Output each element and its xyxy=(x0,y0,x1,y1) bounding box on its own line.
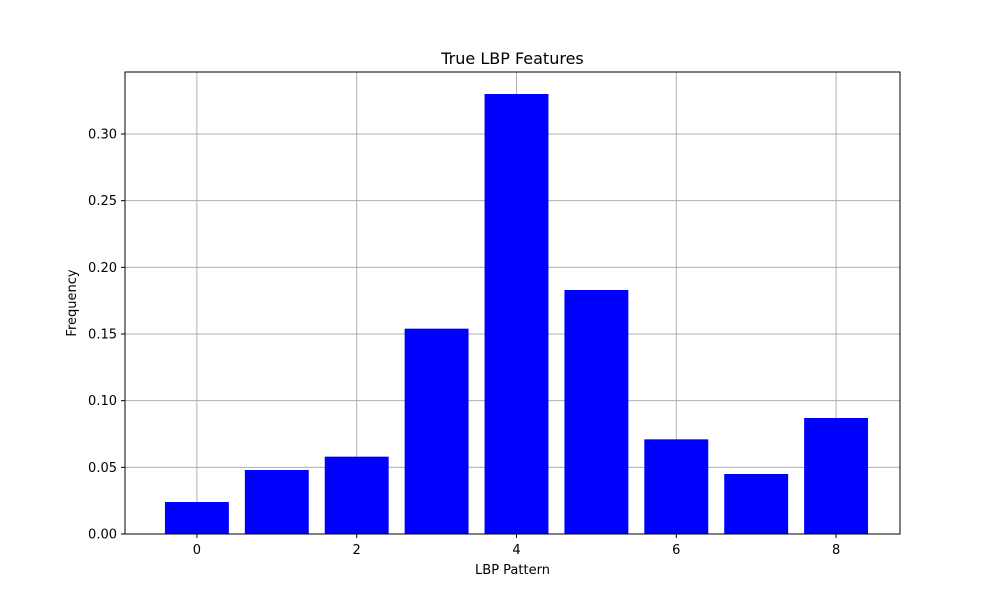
y-tick-label-0.10: 0.10 xyxy=(88,394,117,409)
bar-pattern-2 xyxy=(324,456,389,534)
y-tick-label-0.05: 0.05 xyxy=(88,461,117,476)
x-tick-label-0: 0 xyxy=(193,543,201,558)
y-axis-ticks: 0.00 0.05 0.10 0.15 0.20 0.25 0.30 xyxy=(88,128,125,543)
x-tick-label-6: 6 xyxy=(672,543,680,558)
bars xyxy=(164,94,869,534)
y-tick-label-0.25: 0.25 xyxy=(88,194,117,209)
bar-pattern-8 xyxy=(804,418,869,534)
bar-pattern-7 xyxy=(724,474,789,534)
bar-pattern-0 xyxy=(164,502,229,534)
bar-pattern-5 xyxy=(564,290,629,534)
y-tick-label-0.15: 0.15 xyxy=(88,328,117,343)
y-axis-title: Frequency xyxy=(65,269,80,336)
x-tick-label-2: 2 xyxy=(353,543,361,558)
x-axis-ticks: 0 2 4 6 8 xyxy=(193,534,840,558)
chart-title: True LBP Features xyxy=(440,49,584,68)
bar-pattern-3 xyxy=(404,328,469,534)
y-tick-label-0.00: 0.00 xyxy=(88,528,117,543)
y-tick-label-0.20: 0.20 xyxy=(88,261,117,276)
x-tick-label-4: 4 xyxy=(512,543,520,558)
bar-pattern-4 xyxy=(484,94,549,534)
x-tick-label-8: 8 xyxy=(832,543,840,558)
y-tick-label-0.30: 0.30 xyxy=(88,128,117,143)
bar-pattern-6 xyxy=(644,439,709,534)
bar-pattern-1 xyxy=(244,470,309,534)
x-axis-title: LBP Pattern xyxy=(475,563,550,578)
plot-area-frame xyxy=(124,71,901,535)
